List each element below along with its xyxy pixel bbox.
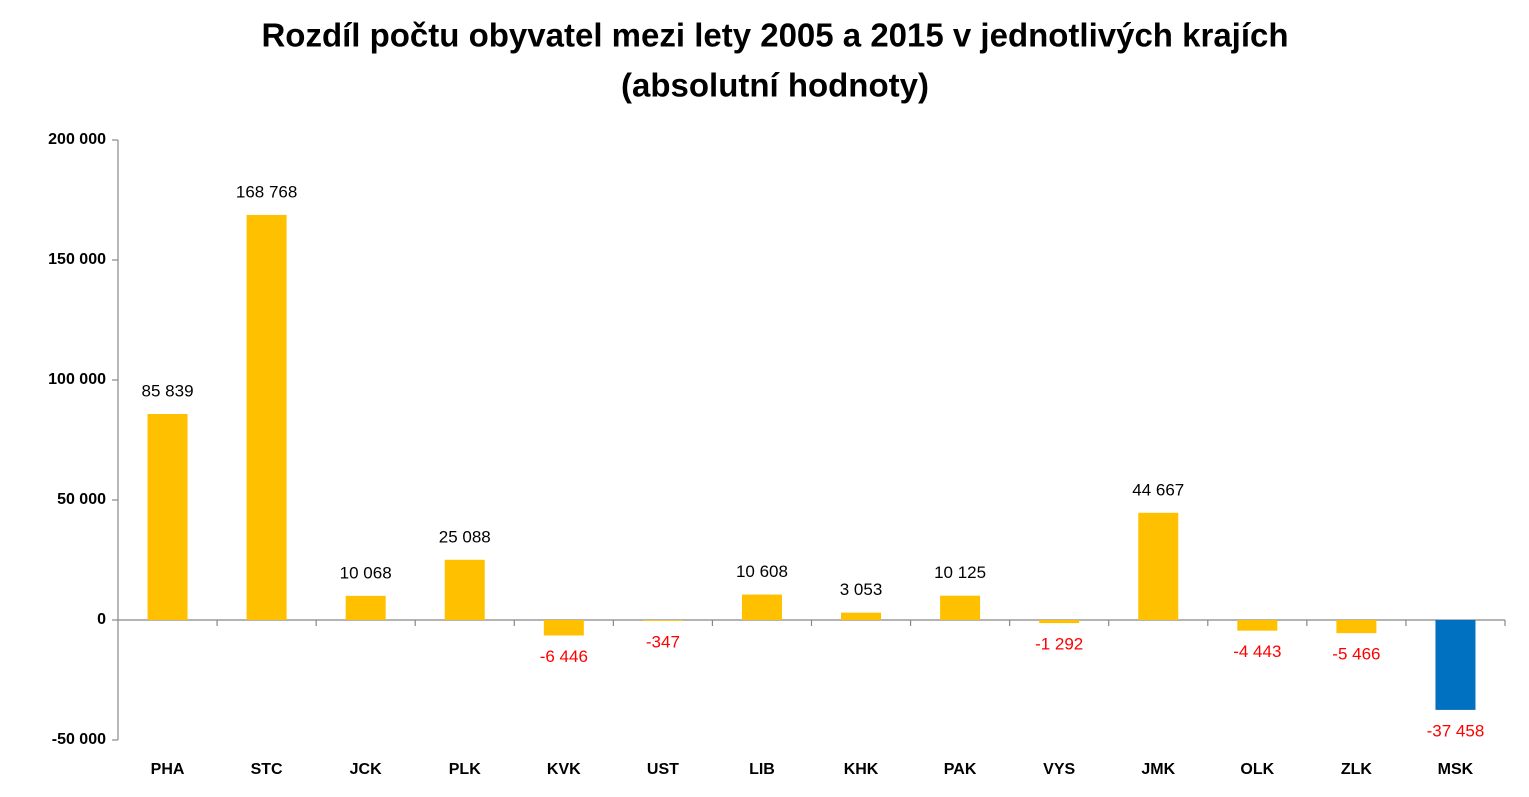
bar	[642, 620, 683, 621]
bar	[246, 214, 287, 621]
value-label: 10 068	[340, 563, 392, 582]
y-tick-label: 100 000	[48, 371, 106, 388]
x-tick-label: ZLK	[1341, 761, 1373, 778]
value-label: 3 053	[840, 580, 883, 599]
x-tick-label: PAK	[944, 761, 977, 778]
x-tick-label: KVK	[547, 761, 581, 778]
value-label: -347	[646, 632, 680, 651]
value-label: -37 458	[1427, 721, 1485, 740]
bar	[543, 620, 584, 636]
value-label: 25 088	[439, 527, 491, 546]
x-tick-label: JCK	[350, 761, 382, 778]
x-tick-label: JMK	[1141, 761, 1175, 778]
chart-title: Rozdíl počtu obyvatel mezi lety 2005 a 2…	[261, 17, 1288, 54]
x-tick-label: VYS	[1043, 761, 1075, 778]
x-tick-label: PHA	[151, 761, 185, 778]
value-label: 10 608	[736, 562, 788, 581]
x-tick-label: MSK	[1438, 761, 1474, 778]
chart-subtitle: (absolutní hodnoty)	[621, 67, 929, 104]
y-tick-label: 200 000	[48, 131, 106, 148]
y-tick-label: 150 000	[48, 251, 106, 268]
value-label: 10 125	[934, 563, 986, 582]
value-label: -5 466	[1332, 645, 1380, 664]
bar	[1435, 620, 1476, 710]
bar	[345, 595, 386, 620]
y-tick-label: 50 000	[57, 491, 106, 508]
value-label: 168 768	[236, 182, 297, 201]
x-tick-label: PLK	[449, 761, 481, 778]
x-tick-label: LIB	[749, 761, 775, 778]
x-tick-label: STC	[251, 761, 283, 778]
bar	[741, 594, 782, 620]
x-tick-label: OLK	[1240, 761, 1274, 778]
bar	[1039, 620, 1080, 624]
value-label: 85 839	[142, 381, 194, 400]
bar	[1336, 620, 1377, 634]
bar	[841, 612, 882, 620]
y-tick-label: 0	[97, 611, 106, 628]
bar	[1138, 512, 1179, 620]
x-tick-label: KHK	[844, 761, 879, 778]
y-tick-label: -50 000	[52, 731, 106, 748]
bar	[444, 559, 485, 620]
bar	[1237, 620, 1278, 631]
bar	[940, 595, 981, 620]
value-label: -1 292	[1035, 635, 1083, 654]
bar	[147, 413, 188, 620]
value-label: -4 443	[1233, 642, 1281, 661]
x-tick-label: UST	[647, 761, 679, 778]
value-label: 44 667	[1132, 480, 1184, 499]
value-label: -6 446	[540, 647, 588, 666]
